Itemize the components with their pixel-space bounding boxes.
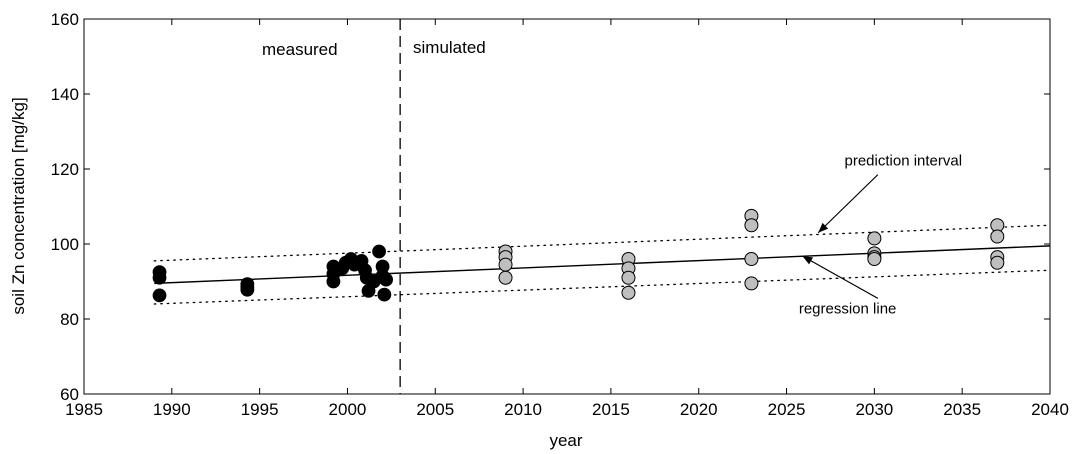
simulated-point xyxy=(867,252,882,266)
x-tick-label: 2000 xyxy=(329,400,367,419)
x-tick-label: 2010 xyxy=(504,400,542,419)
x-tick-label: 2015 xyxy=(592,400,630,419)
simulated-point xyxy=(621,270,636,285)
prediction-interval-arrow-head xyxy=(818,222,829,233)
simulated-point xyxy=(621,285,636,300)
y-tick-label: 140 xyxy=(51,85,79,104)
measured-label: measured xyxy=(262,40,338,59)
y-tick-label: 120 xyxy=(51,160,79,179)
y-tick-label: 100 xyxy=(51,235,79,254)
simulated-point xyxy=(744,252,759,266)
simulated-point xyxy=(744,218,759,233)
measured-point xyxy=(326,274,341,289)
y-tick-label: 60 xyxy=(60,385,79,404)
y-axis-label: soil Zn concentration [mg/kg] xyxy=(9,97,28,314)
regression-line xyxy=(154,245,1051,285)
x-axis-label: year xyxy=(549,431,582,450)
simulated-point xyxy=(498,270,513,285)
measured-point xyxy=(372,244,386,259)
x-tick-label: 1990 xyxy=(153,400,191,419)
regression-line-label: regression line xyxy=(799,300,897,317)
y-tick-label: 160 xyxy=(51,10,79,29)
x-tick-label: 2040 xyxy=(1031,400,1069,419)
measured-point xyxy=(379,272,393,287)
chart-marks xyxy=(152,19,1051,394)
simulated-point xyxy=(990,255,1005,270)
measured-point xyxy=(152,288,167,303)
prediction-interval-arrow xyxy=(817,174,879,234)
axis-ticks: 1985 1990 1995 2000 2005 2010 2015 2020 2025 2030… xyxy=(51,10,1069,419)
simulated-point xyxy=(990,229,1005,244)
measured-point xyxy=(377,287,392,302)
measured-point xyxy=(240,282,255,297)
measured-point xyxy=(152,270,167,285)
x-tick-label: 2035 xyxy=(943,400,981,419)
y-tick-label: 80 xyxy=(60,310,79,329)
x-tick-label: 2005 xyxy=(416,400,454,419)
prediction-interval-label: prediction interval xyxy=(845,152,963,169)
prediction-interval-upper xyxy=(153,224,1051,262)
simulated-point xyxy=(498,257,513,272)
x-tick-label: 1995 xyxy=(241,400,279,419)
simulated-point xyxy=(744,276,759,291)
x-tick-label: 1985 xyxy=(65,400,103,419)
prediction-interval-lower xyxy=(153,269,1051,305)
regression-line-arrow xyxy=(802,255,879,299)
x-tick-label: 2030 xyxy=(855,400,893,419)
simulated-point xyxy=(867,231,882,246)
plot-area xyxy=(83,18,1051,395)
simulated-label: simulated xyxy=(413,38,486,57)
x-tick-label: 2025 xyxy=(768,400,806,419)
x-tick-label: 2020 xyxy=(680,400,718,419)
regression-line-arrow-head xyxy=(802,256,814,265)
